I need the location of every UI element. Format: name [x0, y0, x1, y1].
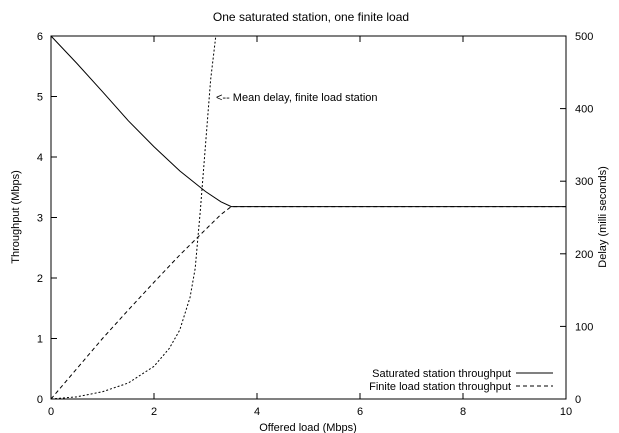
y2-tick-label: 100	[575, 321, 593, 333]
y-tick-label: 5	[37, 92, 43, 104]
x-tick-label: 2	[151, 406, 157, 418]
y-tick-label: 2	[37, 273, 43, 285]
y-axis-ticks: 0 1 2 3 4 5 6	[37, 31, 57, 406]
y2-axis-ticks: 0 100 200 300 400 500	[560, 31, 593, 406]
y-tick-label: 0	[37, 394, 43, 406]
x-tick-label: 6	[357, 406, 363, 418]
y-tick-label: 4	[37, 152, 43, 164]
y2-tick-label: 200	[575, 249, 593, 261]
plot-frame	[50, 35, 567, 400]
y2-tick-label: 300	[575, 176, 593, 188]
delay-annotation: <-- Mean delay, finite load station	[216, 92, 378, 104]
chart-title: One saturated station, one finite load	[213, 10, 409, 24]
x-tick-label: 10	[560, 406, 572, 418]
legend-label-finite: Finite load station throughput	[369, 381, 511, 393]
y-tick-label: 6	[37, 31, 43, 43]
x-tick-label: 0	[48, 406, 54, 418]
mean-delay-line	[50, 35, 217, 400]
y-tick-label: 1	[37, 334, 43, 346]
series-lines	[50, 35, 566, 400]
x-tick-label: 8	[460, 406, 466, 418]
legend: Saturated station throughput Finite load…	[369, 368, 553, 393]
y2-tick-label: 400	[575, 104, 593, 116]
y2-tick-label: 500	[575, 31, 593, 43]
x-axis-ticks: 0 2 4 6 8 10	[48, 36, 572, 418]
saturated-throughput-line	[50, 35, 566, 208]
x-tick-label: 4	[254, 406, 260, 418]
y-tick-label: 3	[37, 213, 43, 225]
x-axis-label: Offered load (Mbps)	[259, 422, 357, 433]
legend-label-saturated: Saturated station throughput	[372, 368, 511, 380]
finite-throughput-line	[50, 206, 566, 400]
y2-tick-label: 0	[575, 394, 581, 406]
y2-axis-label: Delay (milli seconds)	[597, 166, 609, 267]
y-axis-label: Throughput (Mbps)	[10, 170, 22, 264]
